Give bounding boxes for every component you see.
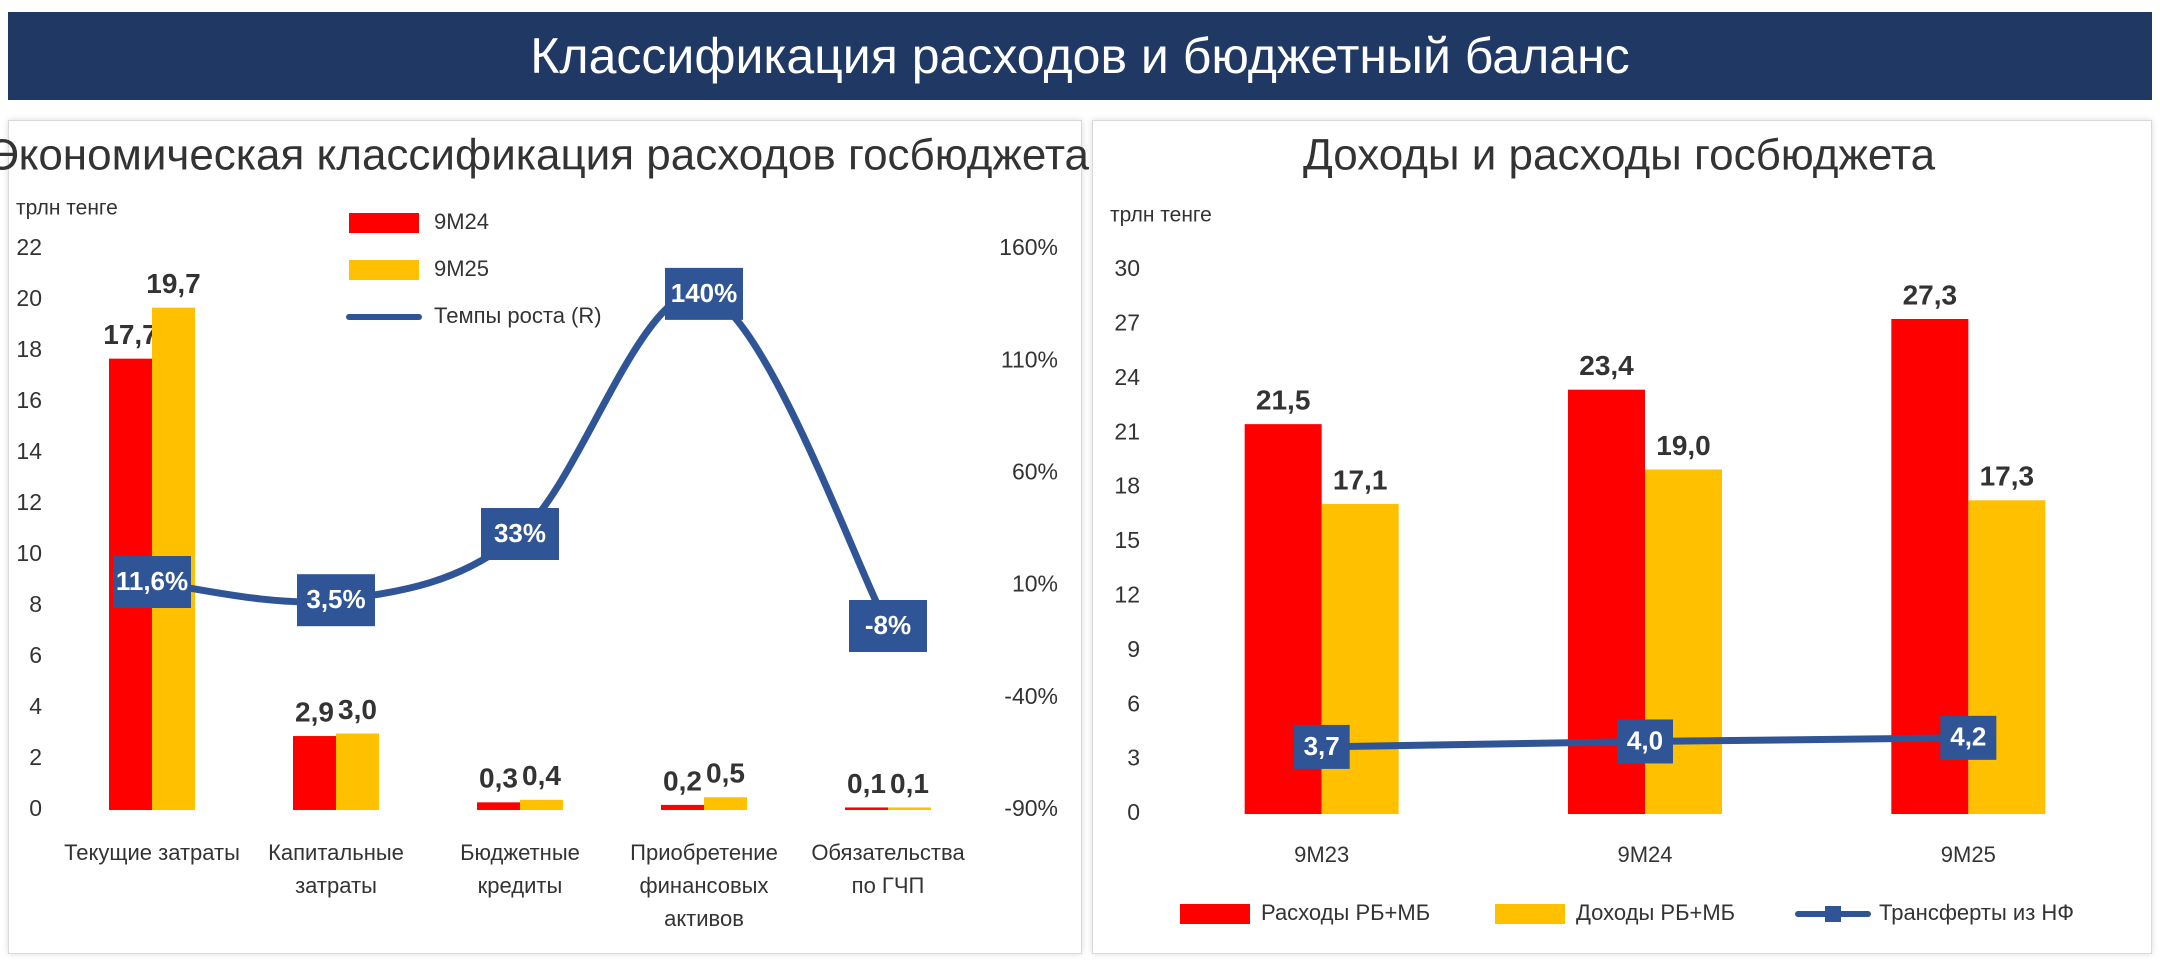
y-tick-label: 12 [1114, 581, 1140, 607]
legend-swatch [1180, 904, 1250, 924]
value-label: 0,1 [890, 768, 929, 799]
y-tick-label: 9 [1127, 636, 1140, 662]
y-tick-label: 22 [16, 234, 42, 260]
bar [336, 733, 379, 810]
label-box [665, 267, 743, 320]
y2-tick-label: -40% [1004, 683, 1058, 709]
line-value-label: -8% [865, 610, 911, 640]
value-label: 17,3 [1980, 461, 2035, 492]
value-label: 19,7 [146, 268, 201, 299]
legend-swatch [349, 260, 419, 280]
y-tick-label: 18 [1114, 473, 1140, 499]
value-label: 0,3 [479, 763, 518, 794]
legend-marker [1825, 906, 1841, 922]
value-label: 27,3 [1903, 279, 1958, 310]
legend-label: Расходы РБ+МБ [1261, 900, 1430, 925]
value-label: 17,7 [103, 319, 158, 350]
value-label: 0,2 [663, 765, 702, 796]
bar [477, 802, 520, 810]
y2-tick-label: 110% [1001, 346, 1058, 372]
y-tick-label: 30 [1114, 255, 1140, 281]
bar [1968, 500, 2046, 814]
x-tick-label: 9М25 [1940, 842, 1996, 867]
line-value-label: 4,2 [1950, 722, 1986, 752]
y-tick-label: 3 [1127, 745, 1140, 771]
bar [661, 804, 704, 810]
y2-tick-label: -90% [1004, 795, 1058, 821]
value-label: 23,4 [1579, 350, 1634, 381]
value-label: 19,0 [1656, 430, 1711, 461]
value-label: 3,0 [338, 694, 377, 725]
x-tick-label: 9М23 [1294, 842, 1350, 867]
y-tick-label: 0 [29, 795, 42, 821]
legend-swatch [349, 213, 419, 233]
y-tick-label: 18 [16, 336, 42, 362]
y-tick-label: 24 [1114, 364, 1140, 390]
label-box [297, 574, 375, 627]
label-box [113, 556, 191, 609]
y-tick-label: 20 [16, 285, 42, 311]
x-tick-label: Текущие затраты [64, 840, 240, 865]
y-tick-label: 2 [29, 744, 42, 770]
chart-title: Экономическая классификация расходов гос… [0, 131, 1090, 180]
line-value-label: 3,7 [1304, 731, 1340, 761]
y-axis-label: трлн тенге [16, 197, 118, 220]
bar [293, 736, 336, 810]
y-tick-label: 4 [29, 693, 42, 719]
y-tick-label: 0 [1127, 799, 1140, 825]
y-tick-label: 6 [29, 642, 42, 668]
legend-label: 9М24 [434, 209, 489, 234]
value-label: 21,5 [1256, 385, 1311, 416]
value-label: 17,1 [1333, 464, 1388, 495]
x-tick-label: Бюджетные кредиты [460, 840, 580, 898]
y-axis-label: трлн тенге [1110, 204, 1212, 227]
line-value-label: 4,0 [1627, 725, 1663, 755]
y2-tick-label: 10% [1012, 571, 1058, 597]
y2-tick-label: 160% [999, 234, 1058, 260]
line [148, 289, 892, 630]
line-value-label: 140% [671, 278, 738, 308]
legend-label: 9М25 [434, 256, 489, 281]
x-tick-label: Капитальные затраты [268, 840, 404, 898]
x-tick-label: Обязательства по ГЧП [811, 840, 965, 898]
y-tick-label: 6 [1127, 690, 1140, 716]
value-label: 0,1 [847, 768, 886, 799]
bar [704, 797, 747, 810]
value-label: 0,5 [706, 758, 745, 789]
y-tick-label: 8 [29, 591, 42, 617]
legend-label: Темпы роста (R) [434, 303, 602, 328]
legend-label: Трансферты из НФ [1879, 900, 2074, 925]
y-tick-label: 14 [16, 438, 42, 464]
label-box [481, 507, 559, 560]
y-tick-label: 15 [1114, 527, 1140, 553]
legend-swatch [1495, 904, 1565, 924]
value-label: 0,4 [522, 760, 561, 791]
bar [845, 807, 888, 810]
line-value-label: 33% [494, 518, 546, 548]
label-box [1940, 715, 1997, 760]
y-tick-label: 16 [16, 387, 42, 413]
y-tick-label: 21 [1114, 418, 1140, 444]
x-tick-label: 9М24 [1617, 842, 1673, 867]
label-box [1617, 719, 1673, 764]
y-tick-label: 27 [1114, 309, 1140, 335]
label-box [1293, 724, 1350, 769]
value-label: 2,9 [295, 696, 334, 727]
bar [888, 807, 931, 810]
bar [520, 799, 563, 810]
x-tick-label: Приобретение финансовых активов [630, 840, 778, 931]
chart-title: Доходы и расходы госбюджета [1303, 131, 1936, 180]
y-tick-label: 12 [16, 489, 42, 515]
line-value-label: 11,6% [116, 566, 188, 596]
y2-tick-label: 60% [1012, 458, 1058, 484]
legend-label: Доходы РБ+МБ [1576, 900, 1735, 925]
label-box [849, 599, 927, 652]
line-value-label: 3,5% [306, 584, 365, 614]
y-tick-label: 10 [16, 540, 42, 566]
page-header: Классификация расходов и бюджетный балан… [8, 12, 2152, 100]
